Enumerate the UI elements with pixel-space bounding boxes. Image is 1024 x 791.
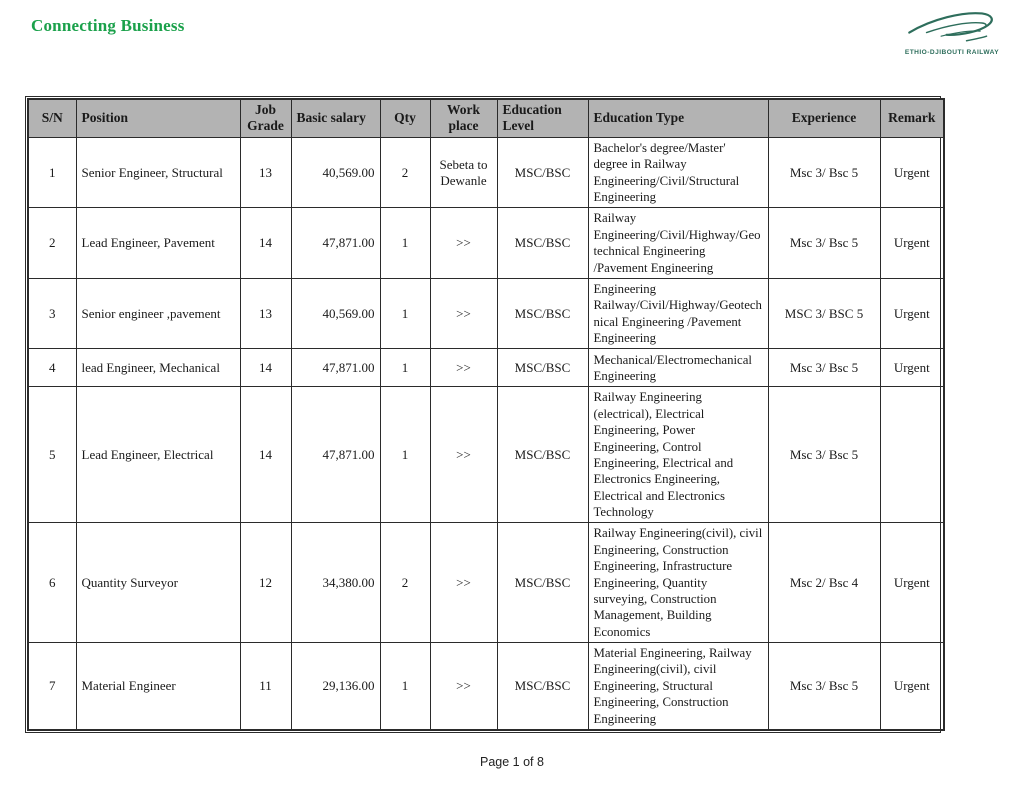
table-row: 1 Senior Engineer, Structural 13 40,569.… bbox=[27, 136, 945, 209]
cell-sn: 1 bbox=[27, 136, 77, 209]
column-header-position: Position bbox=[75, 98, 241, 138]
table-row: 6 Quantity Surveyor 12 34,380.00 2 >> MS… bbox=[27, 522, 945, 644]
table-header-row: S/N Position Job Grade Basic salary Qty … bbox=[27, 98, 945, 138]
cell-work-place: >> bbox=[429, 277, 498, 350]
cell-job-grade: 12 bbox=[239, 522, 292, 644]
cell-basic-salary: 47,871.00 bbox=[290, 386, 381, 524]
cell-education-type: Bachelor's degree/Master' degree in Rail… bbox=[587, 136, 769, 209]
cell-basic-salary: 40,569.00 bbox=[290, 136, 381, 209]
cell-sn: 3 bbox=[27, 277, 77, 350]
cell-sn: 6 bbox=[27, 522, 77, 644]
column-header-experience: Experience bbox=[767, 98, 881, 138]
cell-education-type: Mechanical/Electromechanical Engineering bbox=[587, 348, 769, 388]
cell-basic-salary: 40,569.00 bbox=[290, 277, 381, 350]
cell-experience: Msc 3/ Bsc 5 bbox=[767, 642, 881, 731]
cell-job-grade: 14 bbox=[239, 348, 292, 388]
cell-qty: 1 bbox=[379, 386, 431, 524]
cell-remark: Urgent bbox=[879, 136, 945, 209]
cell-education-type: Railway Engineering/Civil/Highway/Geotec… bbox=[587, 207, 769, 279]
cell-work-place: Sebeta to Dewanle bbox=[429, 136, 498, 209]
cell-education-type: Engineering Railway/Civil/Highway/Geotec… bbox=[587, 277, 769, 350]
cell-job-grade: 14 bbox=[239, 386, 292, 524]
cell-experience: Msc 2/ Bsc 4 bbox=[767, 522, 881, 644]
table-row: 7 Material Engineer 11 29,136.00 1 >> MS… bbox=[27, 642, 945, 731]
cell-experience: MSC 3/ BSC 5 bbox=[767, 277, 881, 350]
company-tagline: Connecting Business bbox=[31, 16, 185, 35]
cell-work-place: >> bbox=[429, 207, 498, 279]
company-logo: ETHIO-DJIBOUTI RAILWAY bbox=[902, 8, 1002, 56]
cell-experience: Msc 3/ Bsc 5 bbox=[767, 348, 881, 388]
cell-qty: 1 bbox=[379, 277, 431, 350]
column-header-education-level: Education Level bbox=[496, 98, 589, 138]
cell-education-type: Railway Engineering (electrical), Electr… bbox=[587, 386, 769, 524]
cell-sn: 4 bbox=[27, 348, 77, 388]
cell-qty: 1 bbox=[379, 207, 431, 279]
cell-position: Quantity Surveyor bbox=[75, 522, 241, 644]
column-header-remark: Remark bbox=[879, 98, 945, 138]
cell-basic-salary: 47,871.00 bbox=[290, 207, 381, 279]
cell-sn: 7 bbox=[27, 642, 77, 731]
cell-sn: 2 bbox=[27, 207, 77, 279]
cell-education-level: MSC/BSC bbox=[496, 207, 589, 279]
cell-position: Senior engineer ,pavement bbox=[75, 277, 241, 350]
cell-job-grade: 14 bbox=[239, 207, 292, 279]
cell-position: Material Engineer bbox=[75, 642, 241, 731]
cell-remark: Urgent bbox=[879, 522, 945, 644]
cell-remark: Urgent bbox=[879, 348, 945, 388]
cell-education-level: MSC/BSC bbox=[496, 277, 589, 350]
cell-remark bbox=[879, 386, 945, 524]
cell-education-level: MSC/BSC bbox=[496, 522, 589, 644]
cell-work-place: >> bbox=[429, 522, 498, 644]
cell-experience: Msc 3/ Bsc 5 bbox=[767, 207, 881, 279]
cell-education-level: MSC/BSC bbox=[496, 386, 589, 524]
cell-education-type: Railway Engineering(civil), civil Engine… bbox=[587, 522, 769, 644]
table-row: 4 lead Engineer, Mechanical 14 47,871.00… bbox=[27, 348, 945, 388]
cell-remark: Urgent bbox=[879, 642, 945, 731]
cell-qty: 2 bbox=[379, 522, 431, 644]
cell-position: Lead Engineer, Electrical bbox=[75, 386, 241, 524]
column-header-education-type: Education Type bbox=[587, 98, 769, 138]
cell-position: Senior Engineer, Structural bbox=[75, 136, 241, 209]
page-number: Page 1 of 8 bbox=[480, 755, 544, 769]
column-header-qty: Qty bbox=[379, 98, 431, 138]
cell-work-place: >> bbox=[429, 642, 498, 731]
column-header-sn: S/N bbox=[27, 98, 77, 138]
cell-sn: 5 bbox=[27, 386, 77, 524]
table-row: 3 Senior engineer ,pavement 13 40,569.00… bbox=[27, 277, 945, 350]
column-header-work-place: Work place bbox=[429, 98, 498, 138]
cell-work-place: >> bbox=[429, 386, 498, 524]
column-header-basic-salary: Basic salary bbox=[290, 98, 381, 138]
cell-qty: 2 bbox=[379, 136, 431, 209]
cell-education-level: MSC/BSC bbox=[496, 136, 589, 209]
cell-qty: 1 bbox=[379, 642, 431, 731]
cell-experience: Msc 3/ Bsc 5 bbox=[767, 136, 881, 209]
cell-education-level: MSC/BSC bbox=[496, 348, 589, 388]
cell-job-grade: 13 bbox=[239, 136, 292, 209]
table-row: 2 Lead Engineer, Pavement 14 47,871.00 1… bbox=[27, 207, 945, 279]
column-header-job-grade: Job Grade bbox=[239, 98, 292, 138]
cell-remark: Urgent bbox=[879, 277, 945, 350]
cell-work-place: >> bbox=[429, 348, 498, 388]
table-row: 5 Lead Engineer, Electrical 14 47,871.00… bbox=[27, 386, 945, 524]
logo-wordmark: ETHIO-DJIBOUTI RAILWAY bbox=[904, 49, 1000, 56]
cell-education-type: Material Engineering, Railway Engineerin… bbox=[587, 642, 769, 731]
cell-remark: Urgent bbox=[879, 207, 945, 279]
vacancy-table: S/N Position Job Grade Basic salary Qty … bbox=[25, 96, 945, 733]
cell-job-grade: 11 bbox=[239, 642, 292, 731]
cell-position: Lead Engineer, Pavement bbox=[75, 207, 241, 279]
cell-experience: Msc 3/ Bsc 5 bbox=[767, 386, 881, 524]
railway-swoosh-icon bbox=[902, 8, 1002, 48]
cell-basic-salary: 34,380.00 bbox=[290, 522, 381, 644]
cell-qty: 1 bbox=[379, 348, 431, 388]
cell-job-grade: 13 bbox=[239, 277, 292, 350]
cell-education-level: MSC/BSC bbox=[496, 642, 589, 731]
cell-basic-salary: 47,871.00 bbox=[290, 348, 381, 388]
cell-basic-salary: 29,136.00 bbox=[290, 642, 381, 731]
cell-position: lead Engineer, Mechanical bbox=[75, 348, 241, 388]
